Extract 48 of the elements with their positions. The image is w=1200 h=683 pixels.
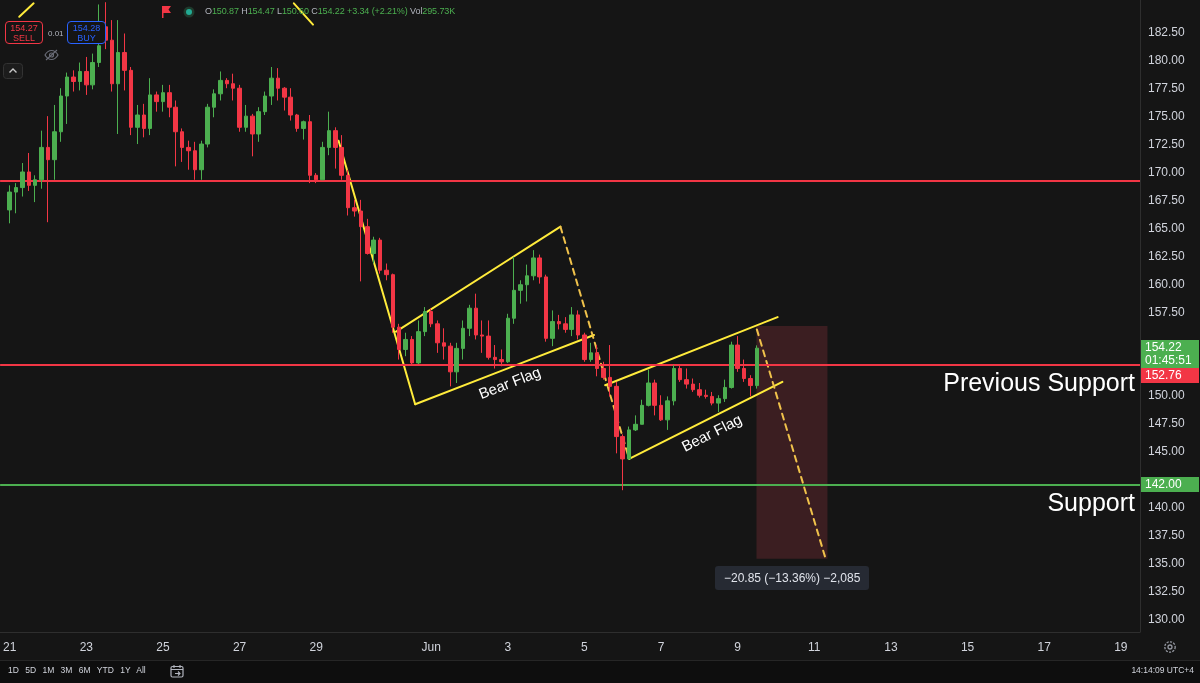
y-tick-label: 180.00 xyxy=(1148,53,1186,68)
x-tick-label: 9 xyxy=(734,640,742,654)
text: 01:45:51 xyxy=(1145,353,1193,368)
x-tick-label: 7 xyxy=(657,640,665,654)
annotation: 154.27 SELL xyxy=(5,21,43,44)
y-tick-label: 135.00 xyxy=(1148,555,1186,570)
x-tick-label: 23 xyxy=(79,640,94,654)
annotation: 0.01 xyxy=(48,29,64,38)
x-tick-label: 25 xyxy=(156,640,170,654)
y-tick-label: 154.22 xyxy=(1145,340,1183,355)
y-tick-label: 165.00 xyxy=(1148,220,1186,235)
y-tick-label: 150.00 xyxy=(1148,388,1186,403)
x-tick-label: 29 xyxy=(309,640,324,654)
data-label: −20.85 (−13.36%) −2,085 xyxy=(714,565,870,590)
x-tick-label: 13 xyxy=(884,640,898,654)
y-tick-label: 130.00 xyxy=(1148,611,1186,626)
x-tick-label: 5 xyxy=(581,640,589,654)
y-tick-label: 142.00 xyxy=(1145,476,1183,491)
y-tick-label: 157.50 xyxy=(1148,304,1186,319)
annotation: Bear Flag xyxy=(476,362,543,402)
x-tick-label: 21 xyxy=(2,640,17,654)
x-tick-label: 15 xyxy=(960,640,975,654)
y-tick-label: 137.50 xyxy=(1148,527,1186,542)
x-tick-label: 3 xyxy=(504,640,512,654)
x-tick-label: 19 xyxy=(1114,640,1128,654)
ref-line-label: Support xyxy=(1047,488,1136,517)
y-tick-label: 147.50 xyxy=(1148,416,1186,431)
y-tick-label: 140.00 xyxy=(1148,499,1186,514)
y-tick-label: 182.50 xyxy=(1148,25,1186,40)
annotation: Bear Flag xyxy=(678,410,745,455)
text: 1D 5D 1M 3M 6M YTD 1Y All xyxy=(8,665,146,676)
y-tick-label: 175.00 xyxy=(1148,109,1186,124)
y-tick-label: 145.00 xyxy=(1148,444,1186,459)
y-tick-label: 177.50 xyxy=(1148,81,1186,96)
annotation: 152.76 xyxy=(1145,368,1183,383)
x-tick-label: 27 xyxy=(232,640,247,654)
y-tick-label: 172.50 xyxy=(1148,137,1186,152)
annotation: 154.28 BUY xyxy=(67,21,106,44)
text: 14:14:09 UTC+4 xyxy=(1131,665,1194,676)
y-tick-label: 170.00 xyxy=(1148,164,1186,179)
y-tick-label: 132.50 xyxy=(1148,583,1186,598)
x-tick-label: Jun xyxy=(421,640,441,654)
y-tick-label: 167.50 xyxy=(1148,192,1186,207)
x-tick-label: 17 xyxy=(1037,640,1052,654)
y-tick-label: 162.50 xyxy=(1148,248,1186,263)
y-tick-label: 160.00 xyxy=(1148,276,1186,291)
ref-line-label: Previous Support xyxy=(943,367,1136,396)
x-tick-label: 11 xyxy=(808,640,821,654)
